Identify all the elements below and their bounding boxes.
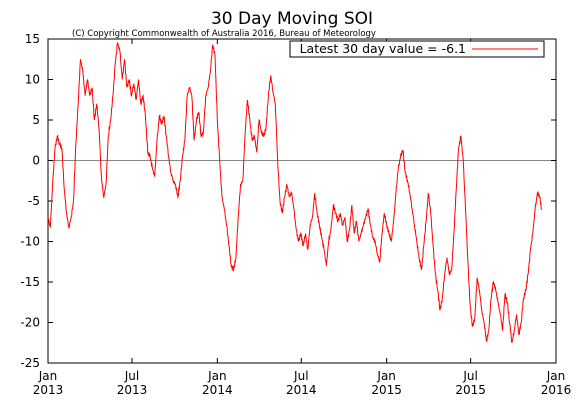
legend: Latest 30 day value = -6.1 [289,40,545,58]
x-axis: Jan2013Jul2013Jan2014Jul2014Jan2015Jul20… [33,39,572,397]
y-tick-label: -25 [20,356,40,370]
y-tick-label: -20 [20,316,40,330]
y-tick-label: 0 [32,154,40,168]
y-tick-label: 10 [25,73,40,87]
y-tick-label: 15 [25,32,40,46]
chart-title: 30 Day Moving SOI [211,9,373,29]
x-tick-year: 2014 [202,383,233,397]
x-tick-month: Jul [293,369,308,383]
y-tick-label: -5 [28,194,40,208]
x-tick-year: 2013 [117,383,148,397]
x-tick-year: 2013 [33,383,64,397]
y-tick-label: -15 [20,275,40,289]
legend-label: Latest 30 day value = -6.1 [300,41,466,56]
x-tick-year: 2015 [371,383,402,397]
x-tick-month: Jan [376,369,396,383]
legend-box [289,40,545,58]
soi-series-line [47,41,543,343]
x-tick-month: Jul [124,369,139,383]
x-tick-year: 2015 [455,383,486,397]
y-tick-label: 5 [32,113,40,127]
plot-frame [47,38,557,364]
x-tick-month: Jan [546,369,566,383]
x-tick-year: 2014 [286,383,317,397]
copyright-note: (C) Copyright Commonwealth of Australia … [72,29,376,39]
y-axis: -25 -20 -15 -10 -5 0 5 10 15 [20,32,556,370]
y-tick-label: -10 [20,235,40,249]
x-tick-month: Jul [462,369,477,383]
x-tick-month: Jan [207,369,227,383]
x-tick-month: Jan [38,369,58,383]
x-tick-year: 2016 [541,383,572,397]
